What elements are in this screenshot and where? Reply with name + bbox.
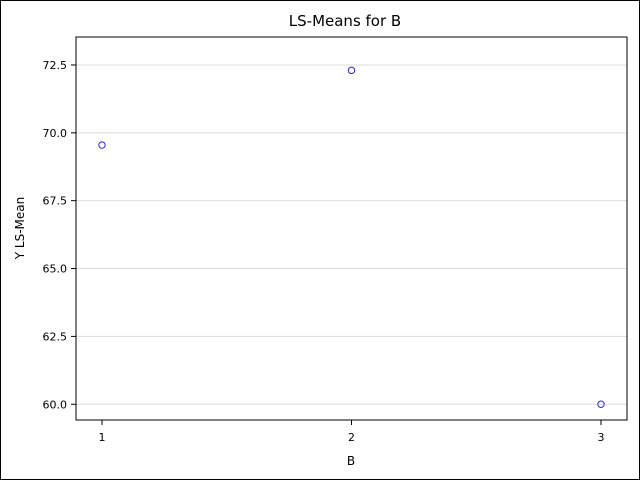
x-axis-ticks: 1 2 3 [99, 420, 605, 444]
plot-area-border [75, 36, 628, 421]
data-point [347, 66, 356, 75]
x-axis-label: B [347, 454, 355, 468]
data-points [98, 66, 605, 408]
y-tick-label: 65.0 [43, 263, 68, 276]
x-tick-label: 1 [99, 431, 106, 444]
y-tick-label: 62.5 [43, 330, 68, 343]
x-tick-label: 2 [348, 431, 355, 444]
y-tick-label: 67.5 [43, 195, 68, 208]
chart-title: LS-Means for B [289, 12, 401, 30]
y-axis-label: Y LS-Mean [13, 197, 27, 260]
data-point [597, 400, 605, 408]
gridlines [76, 64, 627, 405]
y-tick-label: 70.0 [43, 127, 68, 140]
y-axis-ticks: 60.0 62.5 65.0 67.5 70.0 72.5 [43, 59, 76, 411]
x-tick-label: 3 [598, 431, 605, 444]
y-tick-label: 72.5 [43, 59, 68, 72]
data-point [98, 141, 106, 149]
y-tick-label: 60.0 [43, 398, 68, 411]
